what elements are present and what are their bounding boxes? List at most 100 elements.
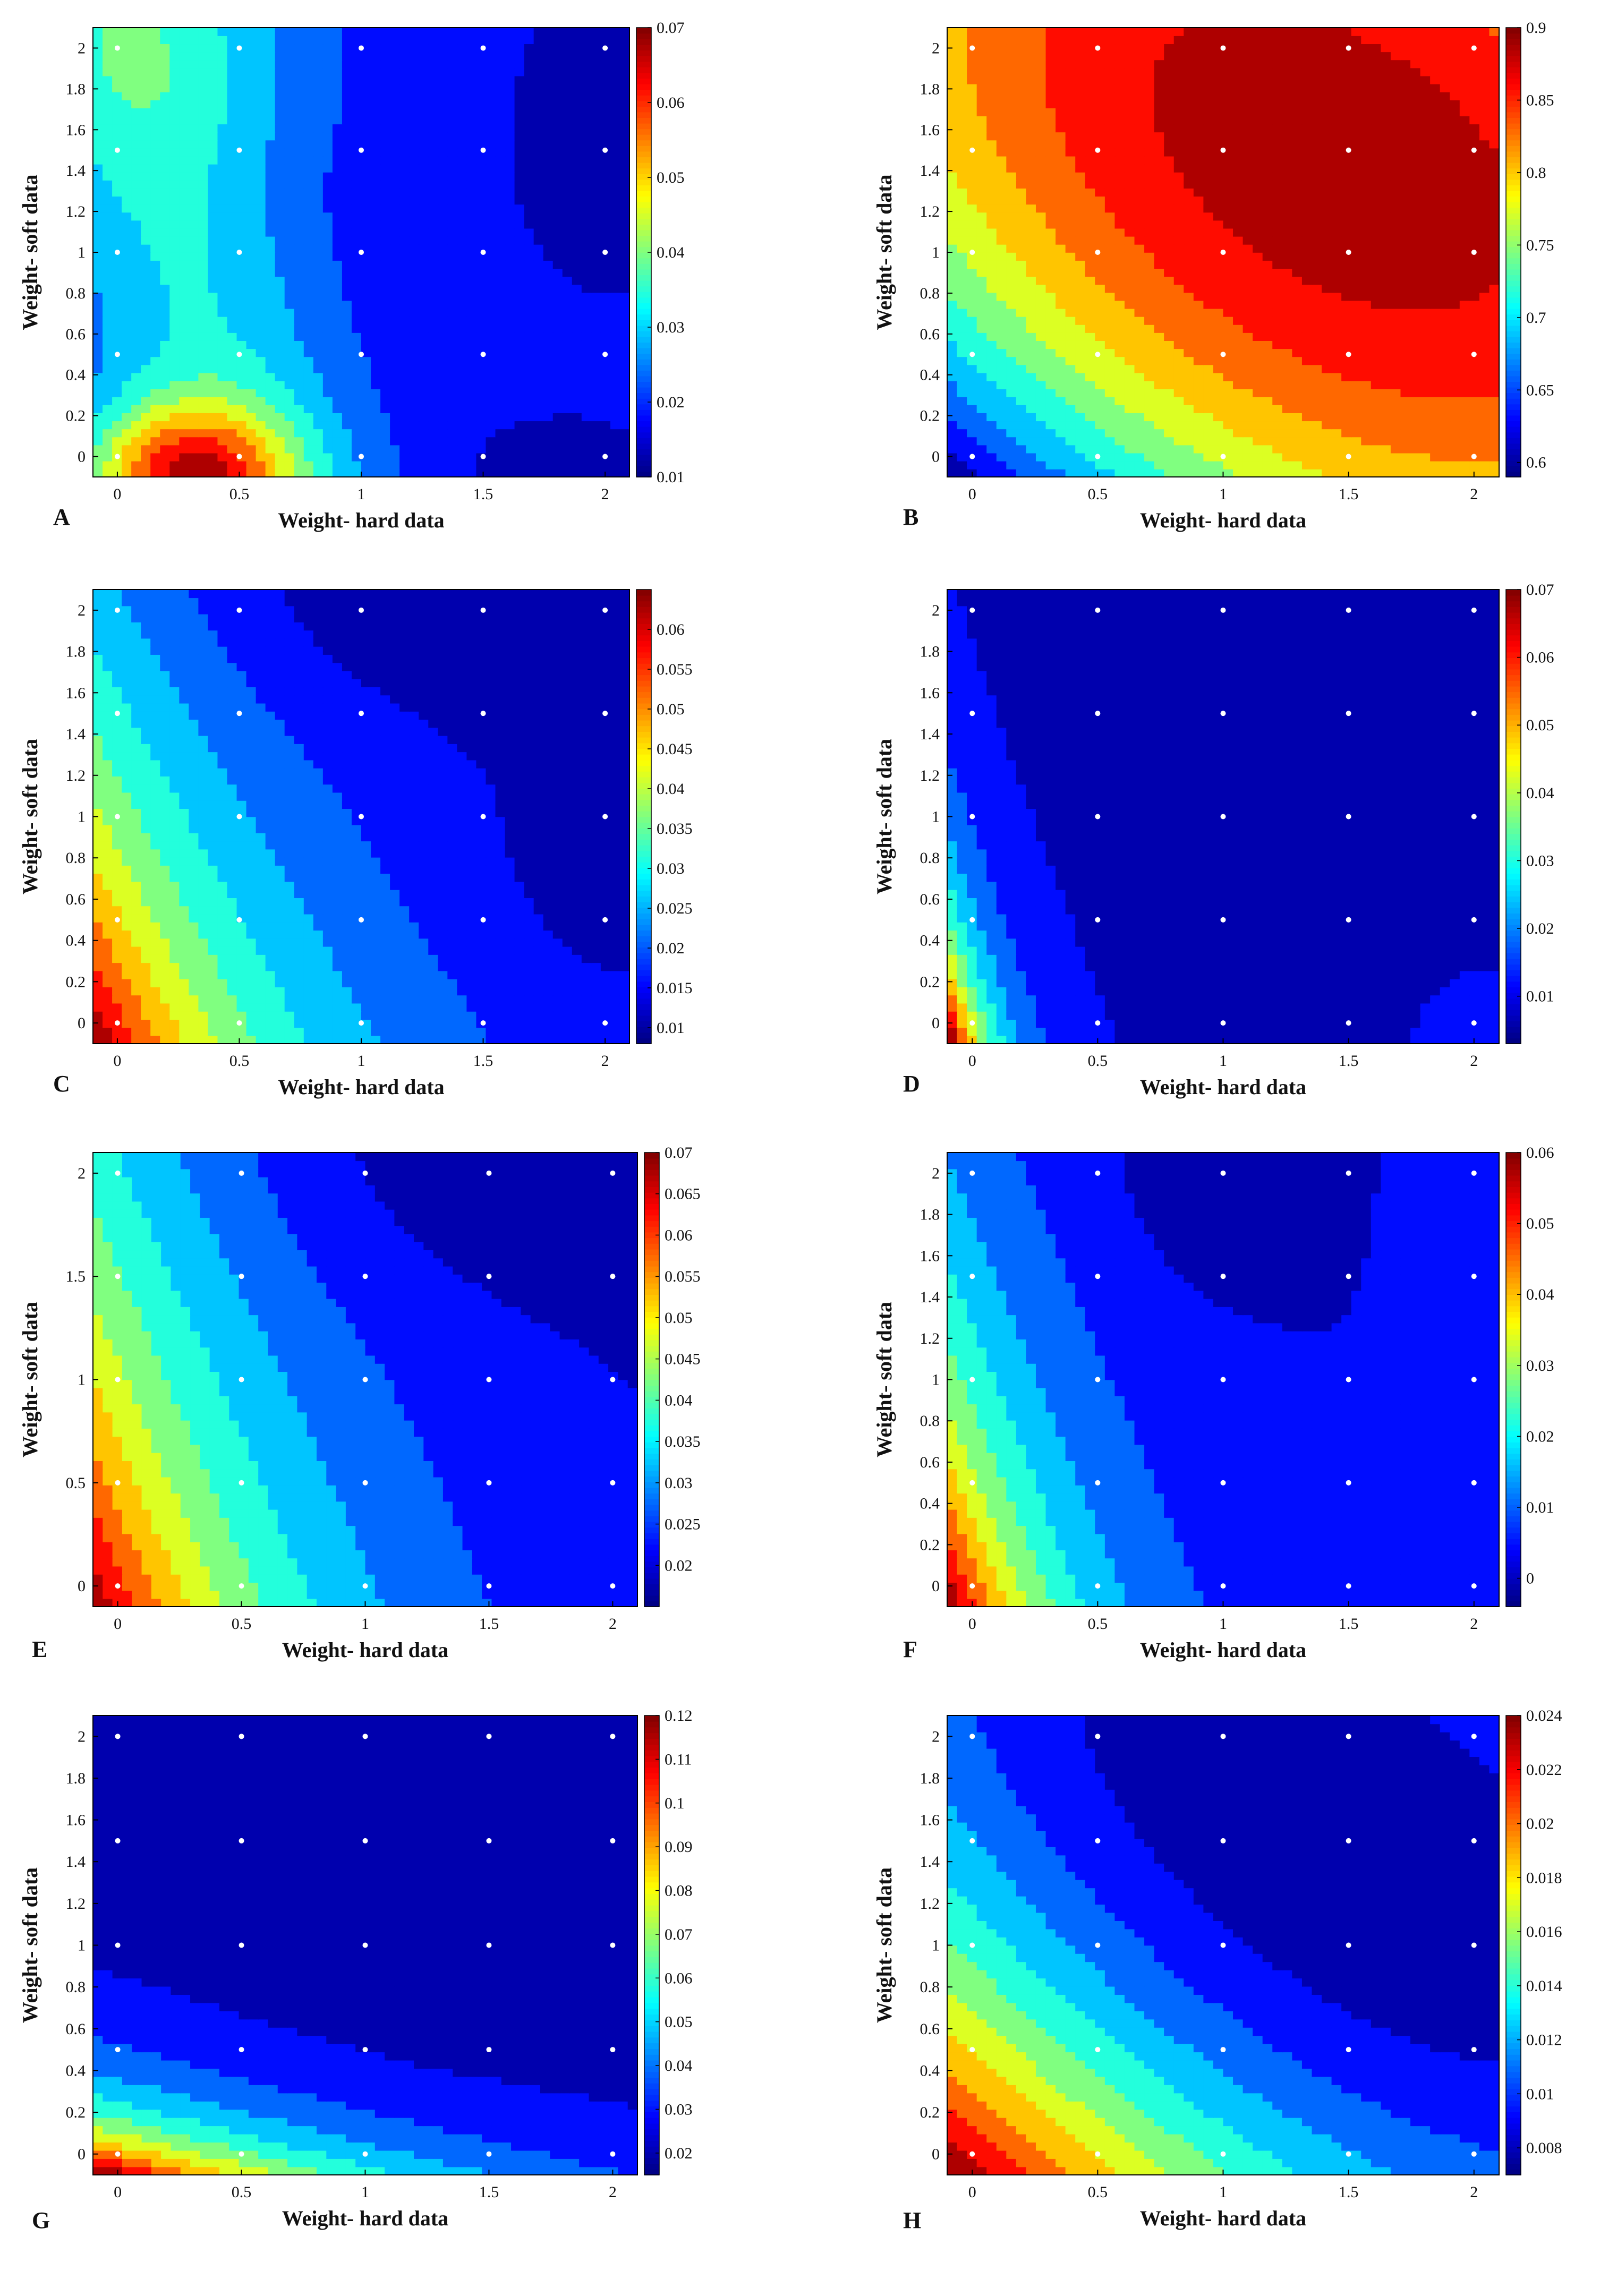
contour-cell xyxy=(1410,308,1421,317)
contour-cell xyxy=(1242,421,1253,430)
contour-cell xyxy=(390,388,400,397)
contour-cell xyxy=(1075,260,1086,269)
contour-cell xyxy=(93,180,103,189)
contour-cell xyxy=(303,59,314,69)
contour-cell xyxy=(1016,468,1027,477)
contour-cell xyxy=(600,388,611,397)
contour-cell xyxy=(1056,308,1066,317)
contour-cell xyxy=(112,340,122,349)
contour-cell xyxy=(495,220,506,229)
contour-cell xyxy=(457,140,467,149)
contour-cell xyxy=(457,59,467,69)
contour-cell xyxy=(1242,348,1253,357)
contour-cell xyxy=(294,324,304,333)
contour-cell xyxy=(141,212,151,221)
contour-cell xyxy=(208,116,218,125)
contour-cell xyxy=(947,324,958,333)
contour-cell xyxy=(610,148,620,157)
contour-cell xyxy=(1154,429,1164,438)
contour-cell xyxy=(967,340,977,349)
contour-cell xyxy=(438,91,448,100)
contour-cell xyxy=(1016,356,1027,365)
colorbar-segment xyxy=(636,212,651,219)
contour-cell xyxy=(409,284,420,293)
contour-cell xyxy=(466,405,477,413)
contour-cell xyxy=(562,348,573,357)
contour-cell xyxy=(543,413,554,422)
contour-cell xyxy=(303,83,314,92)
contour-cell xyxy=(112,324,122,333)
contour-cell xyxy=(1223,468,1233,477)
contour-cell xyxy=(572,460,582,470)
contour-cell xyxy=(1420,356,1431,365)
contour-cell xyxy=(361,284,371,293)
contour-cell xyxy=(189,52,199,61)
contour-cell xyxy=(93,324,103,333)
contour-cell xyxy=(1253,405,1263,413)
contour-cell xyxy=(1154,236,1164,245)
contour-cell xyxy=(1361,396,1372,405)
contour-cell xyxy=(179,372,190,381)
contour-cell xyxy=(591,148,601,157)
contour-cell xyxy=(399,83,410,92)
contour-cell xyxy=(380,348,390,357)
contour-cell xyxy=(371,413,381,422)
contour-cell xyxy=(275,156,285,165)
contour-cell xyxy=(265,396,276,405)
contour-cell xyxy=(246,91,257,100)
contour-cell xyxy=(1124,284,1135,293)
contour-cell xyxy=(284,340,295,349)
contour-cell xyxy=(1124,340,1135,349)
colorbar-segment xyxy=(636,162,651,169)
contour-cell xyxy=(1390,421,1401,430)
contour-cell xyxy=(236,332,247,341)
contour-cell xyxy=(265,413,276,422)
contour-cell xyxy=(419,364,429,373)
contour-cell xyxy=(227,156,237,165)
contour-cell xyxy=(189,156,199,165)
contour-cell xyxy=(1381,380,1391,389)
contour-cell xyxy=(284,252,295,261)
contour-cell xyxy=(150,172,161,181)
contour-cell xyxy=(1006,429,1017,438)
contour-cell xyxy=(236,445,247,454)
contour-cell xyxy=(217,132,228,141)
contour-cell xyxy=(351,99,362,108)
contour-cell xyxy=(967,244,977,253)
contour-cell xyxy=(572,156,582,165)
contour-cell xyxy=(610,284,620,293)
contour-cell xyxy=(505,196,515,205)
contour-cell xyxy=(1144,276,1155,285)
contour-cell xyxy=(409,445,420,454)
contour-cell xyxy=(552,180,563,189)
contour-cell xyxy=(438,236,448,245)
contour-cell xyxy=(1045,324,1056,333)
contour-cell xyxy=(610,388,620,397)
contour-cell xyxy=(303,172,314,181)
contour-cell xyxy=(1016,276,1027,285)
contour-cell xyxy=(1253,396,1263,405)
contour-cell xyxy=(342,99,352,108)
contour-cell xyxy=(438,196,448,205)
contour-cell xyxy=(1085,388,1096,397)
contour-cell xyxy=(552,292,563,301)
contour-cell xyxy=(986,284,997,293)
contour-cell xyxy=(1440,380,1451,389)
contour-cell xyxy=(313,332,324,341)
contour-cell xyxy=(303,276,314,285)
contour-cell xyxy=(1272,324,1283,333)
contour-cell xyxy=(371,67,381,76)
sample-point xyxy=(602,352,608,357)
contour-cell xyxy=(322,340,333,349)
contour-cell xyxy=(610,156,620,165)
contour-cell xyxy=(150,108,161,116)
contour-cell xyxy=(1193,348,1204,357)
contour-cell xyxy=(1489,268,1500,277)
contour-cell xyxy=(1301,244,1313,253)
contour-cell xyxy=(457,405,467,413)
contour-cell xyxy=(256,28,266,36)
contour-cell xyxy=(131,324,141,333)
contour-cell xyxy=(1104,453,1116,462)
contour-cell xyxy=(457,83,467,92)
contour-cell xyxy=(399,156,410,165)
